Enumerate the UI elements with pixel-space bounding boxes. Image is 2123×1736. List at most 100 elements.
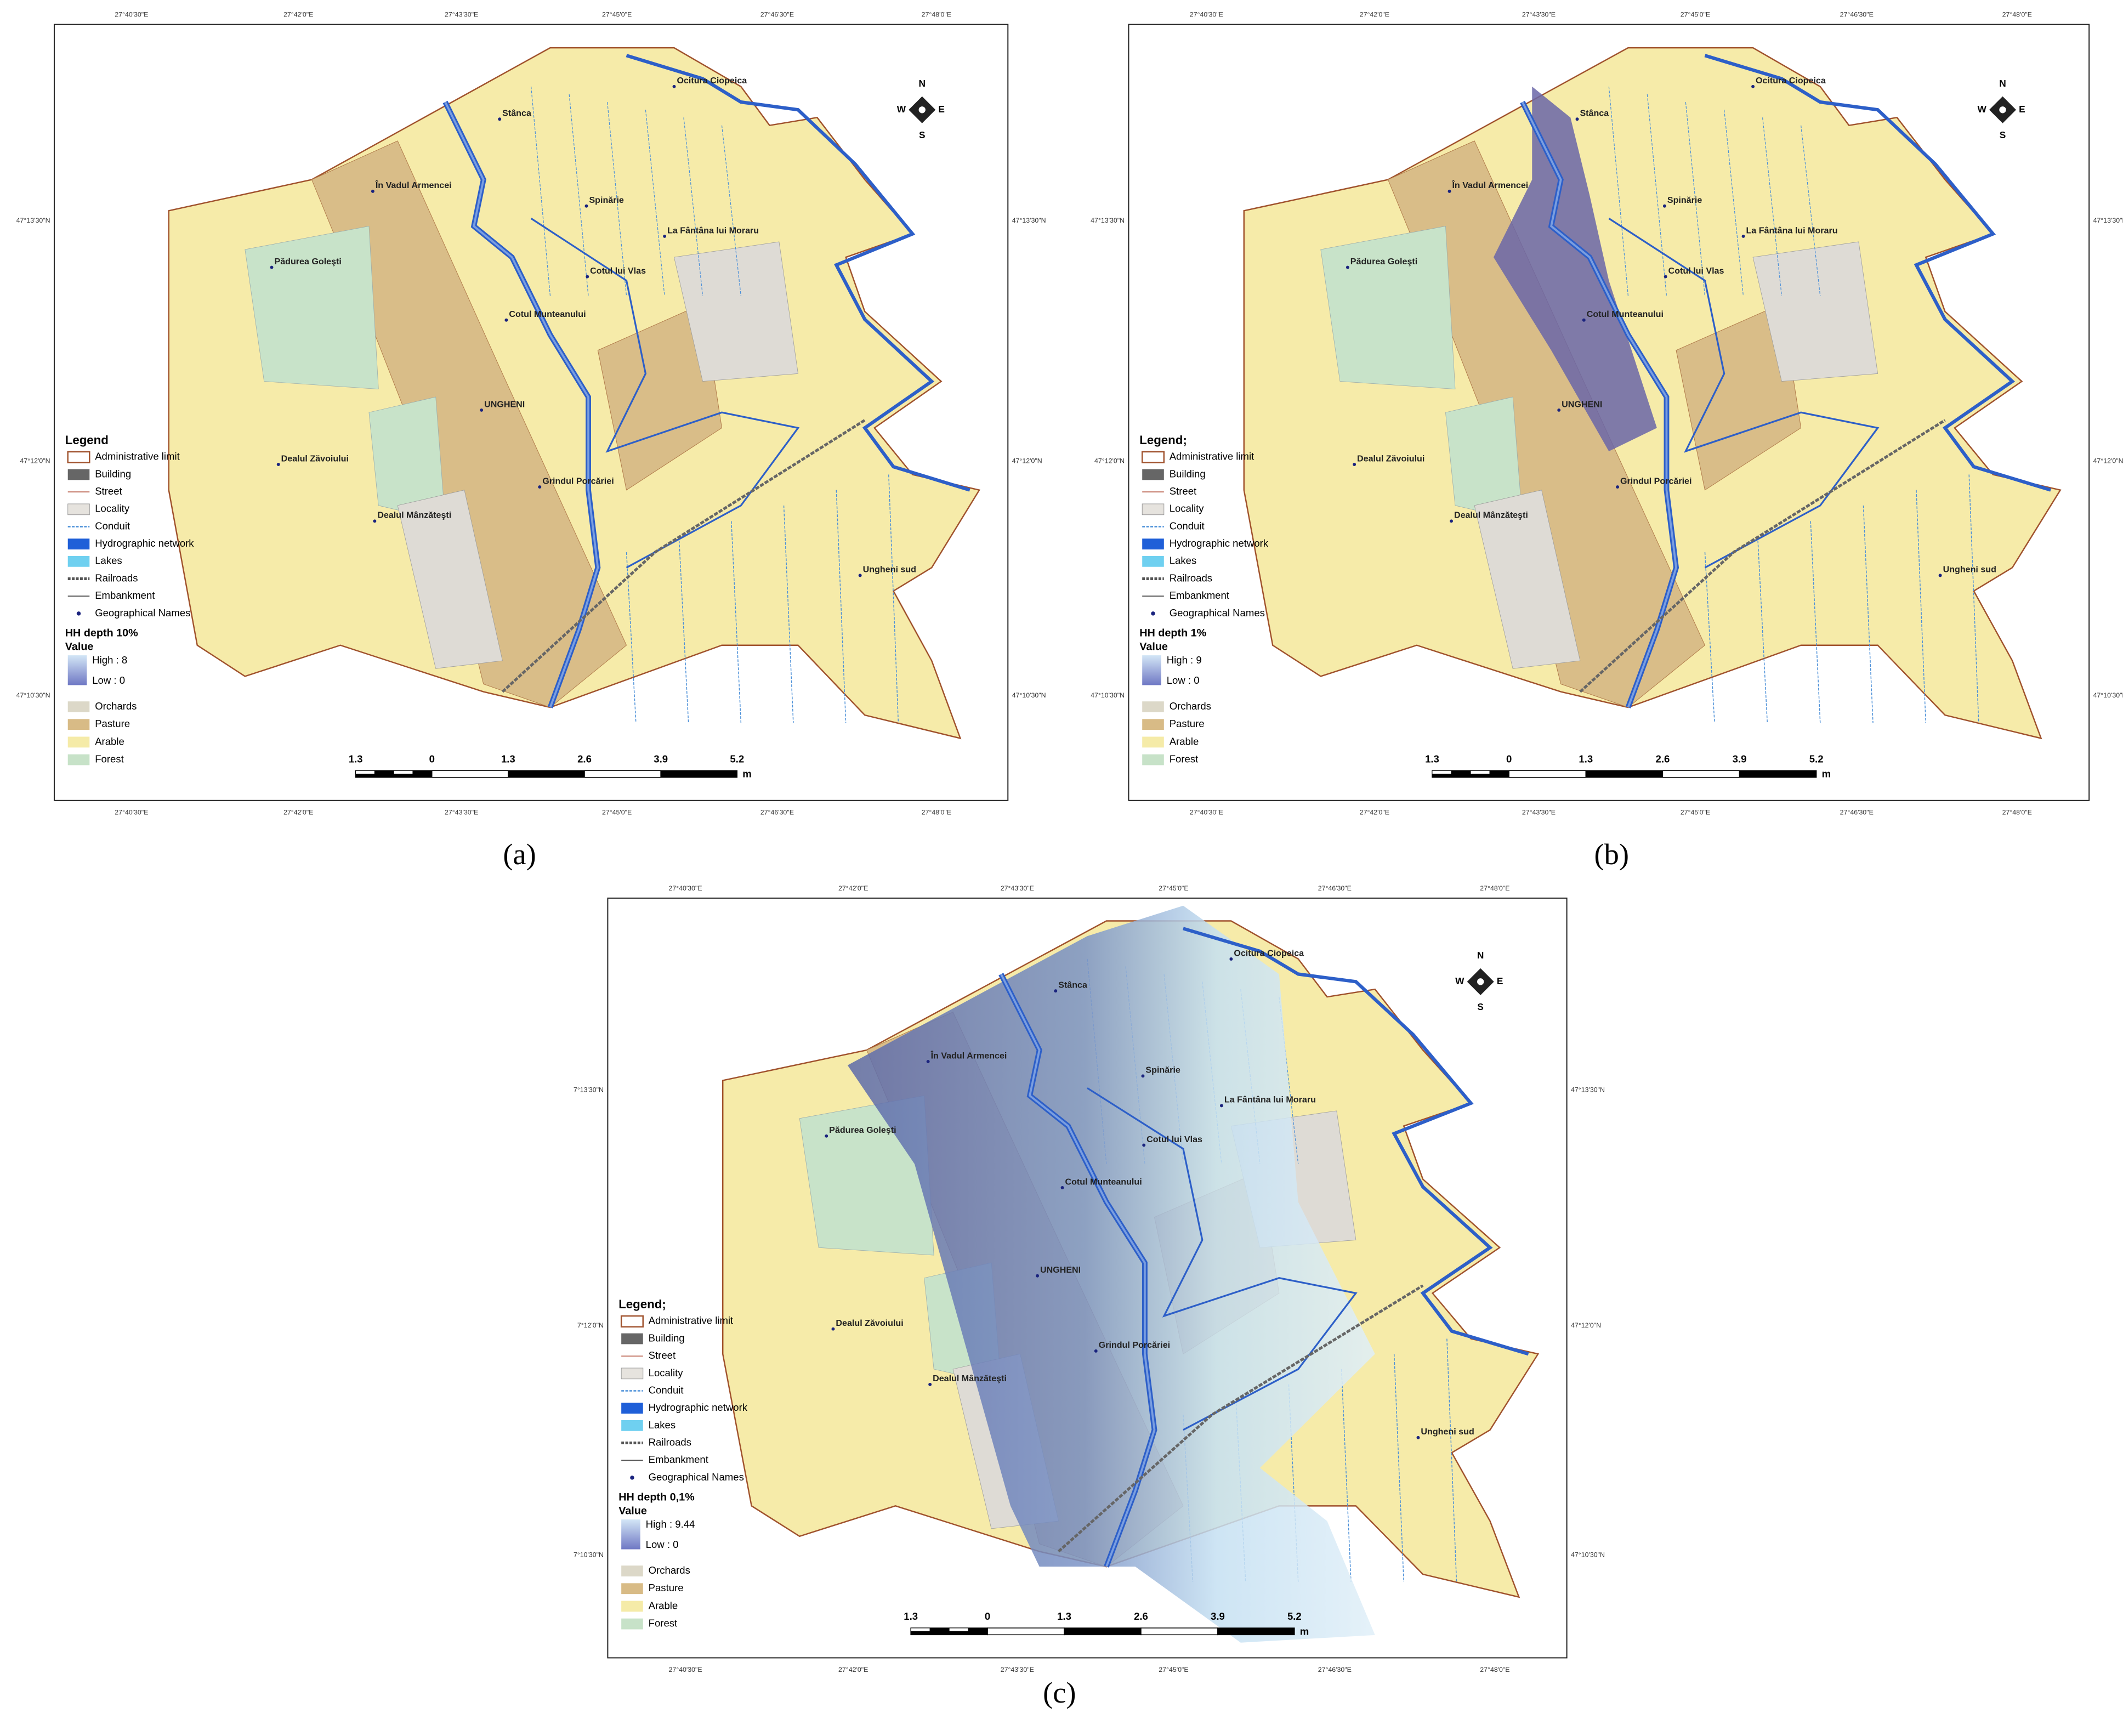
compass-label: E [1497,975,1503,986]
compass-center [1997,105,2008,115]
place-name: Stânca [502,109,532,118]
map-panel: 27°40'30"E 27°40'30"E 27°42'0"E 27°42'0"E 27… [16,11,1046,871]
conduit [683,117,703,296]
legend-label: Geographical Names [649,1471,744,1483]
longitude-label: 27°48'0"E [1480,884,1509,892]
legend-symbol [1142,719,1164,730]
conduit [783,505,794,723]
legend-label: Pasture [1170,718,1205,729]
longitude-label: 27°43'30"E [445,808,478,816]
panel-caption: (c) [1043,1676,1076,1709]
place-dot [1741,234,1745,238]
legend-label: Administrative limit [95,451,180,462]
place-name: Dealul Mânzăteşti [1454,510,1528,520]
legend-label: Pasture [95,718,130,729]
scale-segment [910,1627,930,1632]
scale-segment [987,1627,1065,1636]
place-dot [480,408,484,412]
place-dot [1616,485,1620,489]
locality-area [673,241,798,382]
legend-label: Embankment [649,1454,709,1465]
place-name: Spinărie [1667,195,1702,205]
locality-area [1474,490,1581,669]
place-name: În Vadul Armencei [375,180,452,190]
place-dot [1575,117,1579,121]
conduit [731,521,742,723]
legend-heading: Value [1139,640,1168,653]
railroad [501,419,866,693]
longitude-label: 27°43'30"E [1522,11,1556,19]
scale-segment [1451,770,1471,775]
legend-label: Street [1170,485,1197,497]
place-dot [672,84,676,88]
place-name: În Vadul Armencei [1451,180,1528,190]
map-panel: 27°40'30"E 27°40'30"E 27°42'0"E 27°42'0"E 27… [1091,11,2123,871]
legend-symbol [67,701,90,712]
conduit [678,536,689,723]
longitude-label: 27°48'0"E [1480,1666,1509,1673]
place-dot [1751,84,1755,88]
legend-label: Orchards [95,700,137,712]
compass-label: N [1999,78,2006,89]
place-dot [1346,265,1349,269]
scale-segment [1662,770,1740,778]
place-name: Stânca [1580,109,1609,118]
scale-label: 1.3 [1425,753,1439,764]
place-name: Pădurea Goleşti [1350,257,1417,266]
legend-label: Railroads [649,1436,691,1448]
place-dot [825,1134,828,1138]
compass-label: W [1455,975,1464,986]
longitude-label: 27°45'0"E [1681,808,1710,816]
place-dot [270,265,274,269]
legend-symbol [1142,469,1164,480]
latitude-label: 7°13'30"N [574,1086,604,1094]
legend-label: Building [649,1332,685,1343]
legend-label: Arable [1170,735,1199,747]
legend-heading: Value [618,1505,647,1517]
legend-heading: HH depth 1% [1139,627,1206,639]
longitude-label: 27°45'0"E [1681,11,1710,19]
legend-symbol [1142,754,1164,765]
place-dot [1141,1074,1145,1078]
longitude-label: 27°45'0"E [1159,1666,1188,1673]
conduit [1762,117,1783,296]
scale-label: 2.6 [577,753,592,764]
conduit [1647,94,1667,296]
place-name: UNGHENI [1040,1265,1081,1275]
legend-label: Arable [649,1599,678,1611]
legend-label: High : 8 [92,654,127,666]
longitude-label: 27°40'30"E [668,884,702,892]
latitude-label: 47°12'0"N [1571,1321,1601,1329]
conduit [836,490,847,723]
latitude-label: 47°12'0"N [2093,457,2123,465]
latitude-label: 47°13'30"N [1091,217,1125,224]
compass-label: S [919,129,926,140]
compass-label: S [1477,1001,1484,1012]
legend-label: Hydrographic network [649,1402,748,1413]
legend-label: Conduit [1170,520,1205,531]
longitude-label: 27°42'0"E [283,808,313,816]
latitude-label: 47°12'0"N [20,457,50,465]
conduit [1393,1354,1404,1582]
place-dot [831,1327,835,1331]
scale-label: 3.9 [654,753,668,764]
compass-label: E [2019,104,2025,115]
legend-label: Embankment [1170,589,1230,601]
longitude-label: 27°42'0"E [838,884,868,892]
conduit [1704,552,1715,723]
scale-segment [1489,770,1509,775]
scale-segment [1432,770,1452,775]
place-name: Cotul Munteanului [509,309,586,319]
legend-label: Hydrographic network [1170,537,1269,549]
scale-label: 5.2 [1287,1610,1302,1622]
place-dot [1054,989,1058,993]
legend-heading: HH depth 10% [65,627,138,639]
scale-segment [431,770,509,778]
scale-segment [508,770,585,778]
place-name: UNGHENI [1562,399,1602,409]
longitude-label: 27°45'0"E [602,808,632,816]
legend-label: Conduit [649,1384,684,1395]
scale-segment [949,1627,969,1632]
place-name: Grindul Porcăriei [1620,476,1691,486]
